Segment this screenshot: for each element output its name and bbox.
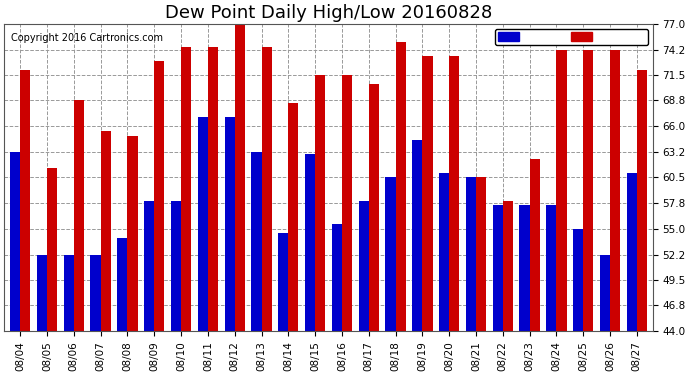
Bar [503, 201, 513, 331]
Bar [332, 224, 342, 331]
Bar [10, 152, 20, 331]
Bar [262, 47, 272, 331]
Bar [476, 177, 486, 331]
Bar [63, 255, 74, 331]
Bar [627, 173, 637, 331]
Bar [155, 61, 164, 331]
Bar [493, 206, 503, 331]
Bar [637, 70, 647, 331]
Bar [449, 56, 460, 331]
Bar [422, 56, 433, 331]
Bar [385, 177, 395, 331]
Bar [47, 168, 57, 331]
Bar [235, 24, 245, 331]
Title: Dew Point Daily High/Low 20160828: Dew Point Daily High/Low 20160828 [165, 4, 492, 22]
Bar [101, 131, 111, 331]
Text: Copyright 2016 Cartronics.com: Copyright 2016 Cartronics.com [10, 33, 163, 43]
Bar [368, 84, 379, 331]
Bar [305, 154, 315, 331]
Bar [439, 173, 449, 331]
Bar [342, 75, 352, 331]
Bar [181, 47, 191, 331]
Bar [395, 42, 406, 331]
Bar [520, 206, 529, 331]
Bar [128, 135, 138, 331]
Bar [546, 206, 556, 331]
Bar [610, 50, 620, 331]
Bar [412, 140, 422, 331]
Bar [144, 201, 155, 331]
Bar [117, 238, 128, 331]
Bar [20, 70, 30, 331]
Bar [556, 50, 566, 331]
Bar [90, 255, 101, 331]
Bar [171, 201, 181, 331]
Bar [583, 50, 593, 331]
Bar [37, 255, 47, 331]
Bar [288, 103, 299, 331]
Bar [278, 233, 288, 331]
Bar [600, 255, 610, 331]
Bar [315, 75, 325, 331]
Bar [359, 201, 368, 331]
Bar [74, 100, 84, 331]
Bar [208, 47, 218, 331]
Bar [224, 117, 235, 331]
Bar [198, 117, 208, 331]
Bar [529, 159, 540, 331]
Bar [573, 229, 583, 331]
Bar [466, 177, 476, 331]
Legend: Low  (°F), High  (°F): Low (°F), High (°F) [495, 29, 648, 45]
Bar [251, 152, 262, 331]
